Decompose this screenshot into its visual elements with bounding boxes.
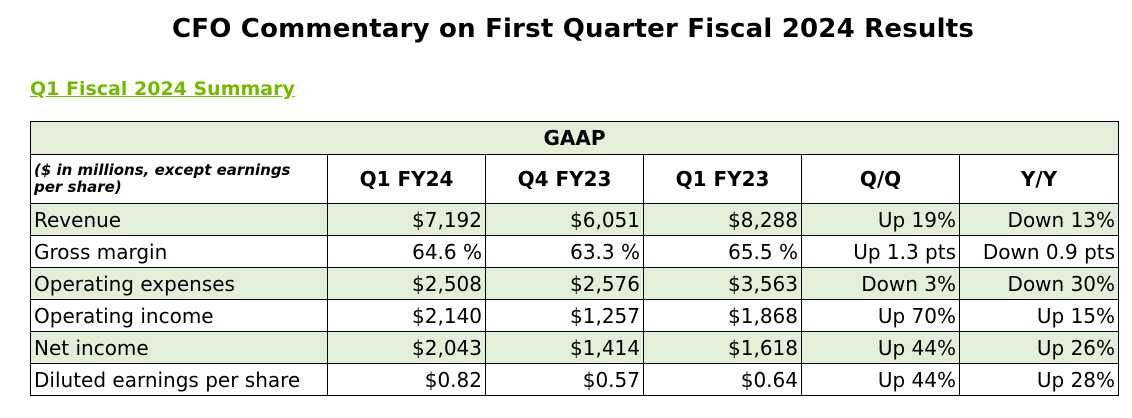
table-cell: Down 30% <box>958 267 1120 300</box>
table-cell: Down 0.9 pts <box>958 235 1120 268</box>
column-header-q4-fy23: Q4 FY23 <box>485 154 644 204</box>
table-cell: $0.57 <box>485 363 644 396</box>
table-row: Net income $2,043 $1,414 $1,618 Up 44% U… <box>30 331 1120 364</box>
section-summary-link[interactable]: Q1 Fiscal 2024 Summary <box>30 78 295 100</box>
table-cell: $1,414 <box>485 331 644 364</box>
table-cell: $1,618 <box>643 331 802 364</box>
page-title: CFO Commentary on First Quarter Fiscal 2… <box>172 14 974 44</box>
table-cell: Up 44% <box>801 331 960 364</box>
table-cell: Up 26% <box>958 331 1120 364</box>
column-header-q1-fy24: Q1 FY24 <box>327 154 486 204</box>
table-row: Operating expenses $2,508 $2,576 $3,563 … <box>30 267 1120 300</box>
table-cell: $8,288 <box>643 203 802 236</box>
table-cell: Up 1.3 pts <box>801 235 960 268</box>
column-header-qq: Q/Q <box>801 154 960 204</box>
row-label: Operating income <box>30 299 328 332</box>
row-label: Operating expenses <box>30 267 328 300</box>
table-cell: $2,508 <box>327 267 486 300</box>
table-cell: $3,563 <box>643 267 802 300</box>
table-cell: $6,051 <box>485 203 644 236</box>
table-cell: Down 13% <box>958 203 1120 236</box>
table-cell: Down 3% <box>801 267 960 300</box>
table-cell: 65.5 % <box>643 235 802 268</box>
table-cell: 63.3 % <box>485 235 644 268</box>
table-cell: Up 70% <box>801 299 960 332</box>
table-cell: $0.64 <box>643 363 802 396</box>
column-header-q1-fy23: Q1 FY23 <box>643 154 802 204</box>
table-cell: Up 28% <box>958 363 1120 396</box>
financial-summary-table: GAAP ($ in millions, except earnings per… <box>29 121 1120 396</box>
table-row: Diluted earnings per share $0.82 $0.57 $… <box>30 363 1120 396</box>
table-cell: $7,192 <box>327 203 486 236</box>
table-cell: 64.6 % <box>327 235 486 268</box>
table-cell: $2,576 <box>485 267 644 300</box>
table-cell: $0.82 <box>327 363 486 396</box>
table-row: Gross margin 64.6 % 63.3 % 65.5 % Up 1.3… <box>30 235 1120 268</box>
column-header-row: ($ in millions, except earnings per shar… <box>30 154 1120 204</box>
gaap-header-row: GAAP <box>29 121 1120 155</box>
table-cell: $1,257 <box>485 299 644 332</box>
table-cell: $1,868 <box>643 299 802 332</box>
row-label: Revenue <box>30 203 328 236</box>
unit-note: ($ in millions, except earnings per shar… <box>30 154 328 204</box>
table-cell: $2,140 <box>327 299 486 332</box>
table-cell: Up 19% <box>801 203 960 236</box>
gaap-header: GAAP <box>29 121 1120 155</box>
row-label: Gross margin <box>30 235 328 268</box>
table-cell: $2,043 <box>327 331 486 364</box>
table-cell: Up 44% <box>801 363 960 396</box>
row-label: Net income <box>30 331 328 364</box>
table-row: Revenue $7,192 $6,051 $8,288 Up 19% Down… <box>30 203 1120 236</box>
table-row: Operating income $2,140 $1,257 $1,868 Up… <box>30 299 1120 332</box>
row-label: Diluted earnings per share <box>30 363 328 396</box>
table-cell: Up 15% <box>958 299 1120 332</box>
column-header-yy: Y/Y <box>958 154 1120 204</box>
